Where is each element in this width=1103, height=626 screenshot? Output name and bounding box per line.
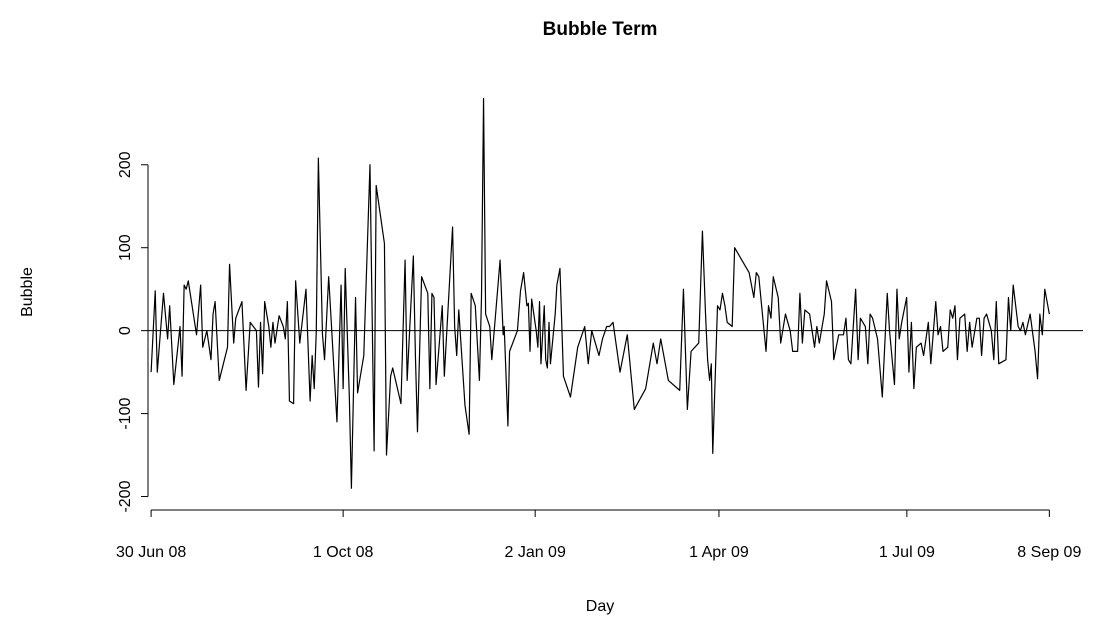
y-tick-label: 100: [117, 234, 134, 261]
y-tick-label: 0: [117, 326, 134, 335]
x-tick-label: 2 Jan 09: [504, 544, 565, 561]
x-tick-label: 1 Oct 08: [313, 544, 374, 561]
data-line: [150, 97, 1050, 489]
x-tick-label: 30 Jun 08: [116, 544, 186, 561]
y-tick-label: -200: [117, 480, 134, 512]
y-tick-label: -100: [117, 397, 134, 429]
x-axis-label: Day: [586, 598, 614, 615]
y-axis-label: Bubble: [19, 267, 36, 317]
x-tick-label: 1 Apr 09: [689, 544, 749, 561]
x-tick-label: 1 Jul 09: [879, 544, 935, 561]
chart-title: Bubble Term: [543, 19, 658, 40]
x-tick-label: 8 Sep 09: [1017, 544, 1081, 561]
y-tick-label: 200: [117, 151, 134, 178]
